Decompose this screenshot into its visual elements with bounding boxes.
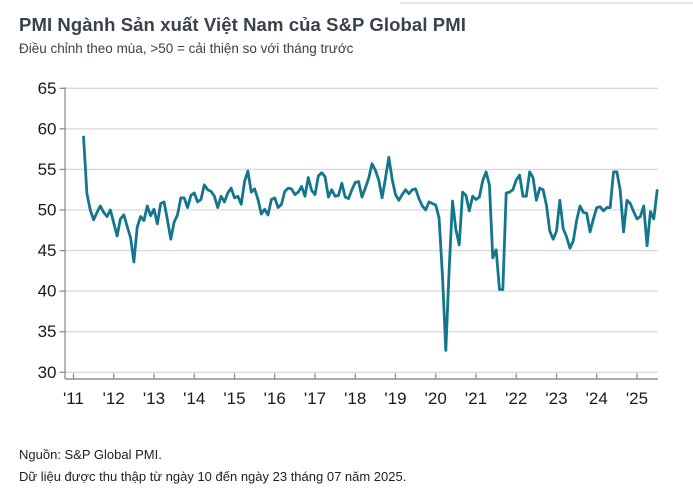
x-tick-label: '24 [586, 389, 608, 408]
x-tick-label: '20 [425, 389, 447, 408]
top-divider [400, 2, 693, 4]
chart-footer: Nguồn: S&P Global PMI. Dữ liệu được thu … [19, 444, 406, 487]
y-tick-label: 55 [38, 160, 57, 179]
x-tick-label: '11 [63, 389, 84, 408]
pmi-series-line [82, 135, 659, 352]
y-tick-label: 40 [38, 282, 57, 301]
y-tick-label: 50 [38, 201, 57, 220]
collection-note: Dữ liệu được thu thập từ ngày 10 đến ngà… [19, 468, 407, 484]
y-tick-label: 45 [38, 241, 57, 260]
y-tick-label: 60 [38, 119, 57, 138]
chart-header: PMI Ngành Sản xuất Việt Nam của S&P Glob… [19, 13, 466, 58]
chart-title: PMI Ngành Sản xuất Việt Nam của S&P Glob… [19, 14, 466, 35]
x-tick-label: '14 [183, 389, 205, 408]
x-tick-label: '12 [103, 389, 125, 408]
y-tick-label: 30 [38, 363, 57, 382]
x-tick-label: '21 [465, 389, 487, 408]
x-tick-label: '13 [143, 389, 165, 408]
source-note: Nguồn: S&P Global PMI. [19, 447, 162, 462]
x-tick-label: '25 [626, 389, 648, 408]
x-tick-label: '18 [344, 389, 366, 408]
chart-subtitle: Điều chỉnh theo mùa, >50 = cải thiện so … [19, 41, 354, 56]
x-tick-label: '23 [545, 389, 567, 408]
x-tick-label: '19 [384, 389, 406, 408]
x-tick-label: '17 [304, 389, 326, 408]
x-tick-label: '15 [223, 389, 245, 408]
y-tick-label: 35 [38, 322, 57, 341]
x-tick-label: '16 [264, 389, 286, 408]
x-tick-label: '22 [505, 389, 527, 408]
y-tick-label: 65 [38, 79, 57, 98]
